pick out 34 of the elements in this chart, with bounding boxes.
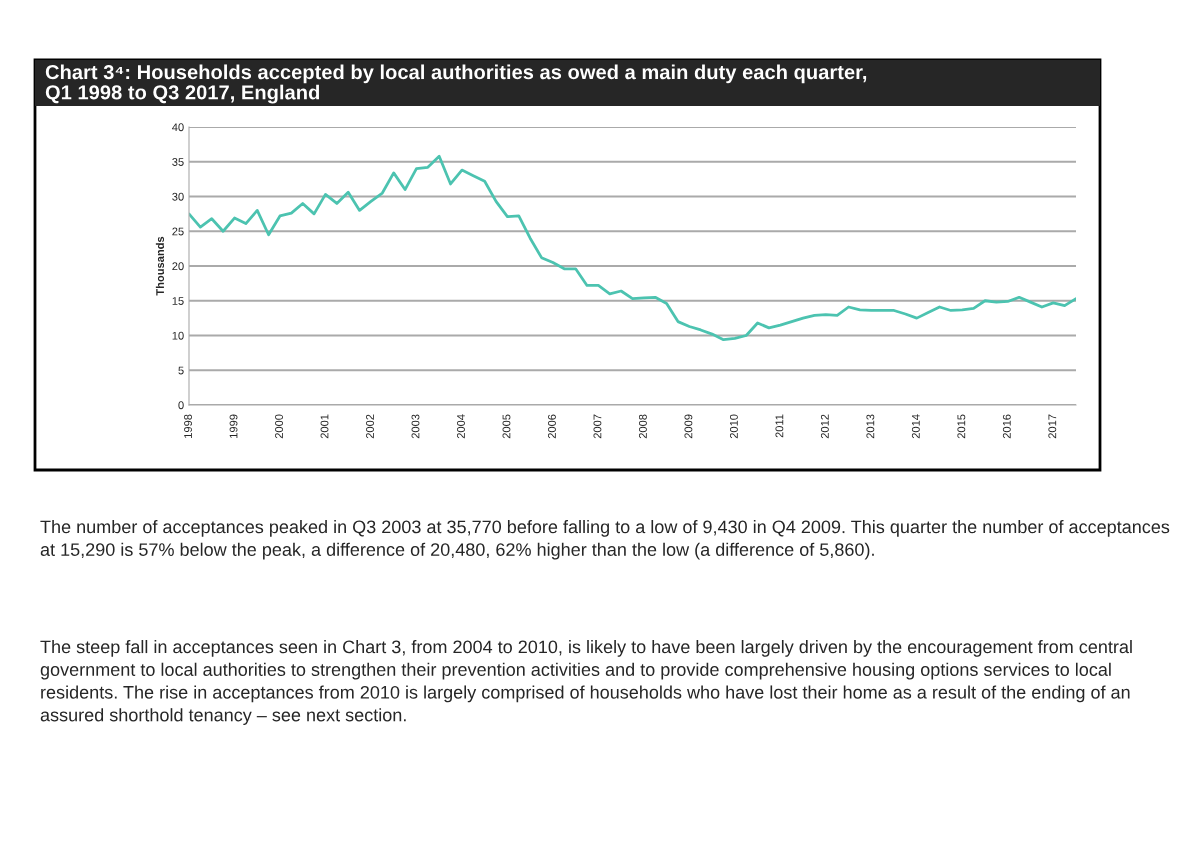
- x-tick-label: 2001: [320, 414, 329, 439]
- x-tick-label: 2002: [366, 414, 374, 439]
- x-tick-label: 2011: [775, 414, 784, 438]
- y-tick-label: 40: [172, 123, 184, 132]
- x-tick-label: 2016: [1002, 414, 1011, 439]
- x-tick-label: 2003: [411, 414, 420, 439]
- x-tick-label: 1998: [184, 414, 192, 438]
- x-tick-label: 2013: [866, 414, 875, 439]
- text: The steep fall in acceptances seen in Chart 3, from 2004 to 2010, is likely to have been largely driven by the encouragement from central government to local authorities to strengthen their prevention activities and to provide comprehensive housing options services to local residents. The rise in acceptances from 2010 is largely comprised of households who have lost their home as a result of the ending of an assured shorthold tenancy – see next section.: [40, 640, 1132, 725]
- x-tick-label: 2012: [820, 414, 829, 439]
- x-tick-label: 2000: [275, 414, 283, 439]
- y-tick-label: 25: [172, 227, 184, 236]
- x-tick-label: 1999: [229, 414, 238, 438]
- y-axis-title: Thousands: [155, 236, 165, 296]
- y-tick-label: 10: [172, 331, 184, 340]
- x-tick-label: 2006: [548, 414, 556, 439]
- y-tick-label: 20: [172, 262, 184, 271]
- y-tick-label: 5: [178, 366, 184, 375]
- x-tick-label: 2015: [957, 414, 966, 439]
- x-tick-label: 2014: [911, 414, 920, 439]
- y-tick-label: 30: [172, 192, 184, 201]
- y-tick-label: 35: [172, 158, 184, 166]
- x-tick-label: 2017: [1048, 414, 1057, 439]
- chart-title: Chart 3⁴: Households accepted by local authorities as owed a main duty each quarter, Q1 1998 to Q3 2017, England: [45, 64, 867, 104]
- x-tick-label: 2008: [638, 414, 647, 439]
- x-tick-label: 2010: [729, 414, 738, 439]
- line-series: [189, 154, 1076, 342]
- text: The number of acceptances peaked in Q3 2003 at 35,770 before falling to a low of 9,430 in Q4 2009. This quarter the number of acceptances at 15,290 is 57% below the peak, a difference of 20,480, 62% higher than the low (a difference of 5,860).: [40, 520, 1170, 560]
- y-tick-label: 0: [178, 401, 184, 410]
- x-tick-label: 2005: [502, 414, 511, 439]
- x-tick-label: 2004: [457, 414, 465, 439]
- y-tick-label: 15: [172, 297, 184, 305]
- x-tick-label: 2009: [684, 414, 693, 439]
- x-tick-label: 2007: [593, 414, 602, 439]
